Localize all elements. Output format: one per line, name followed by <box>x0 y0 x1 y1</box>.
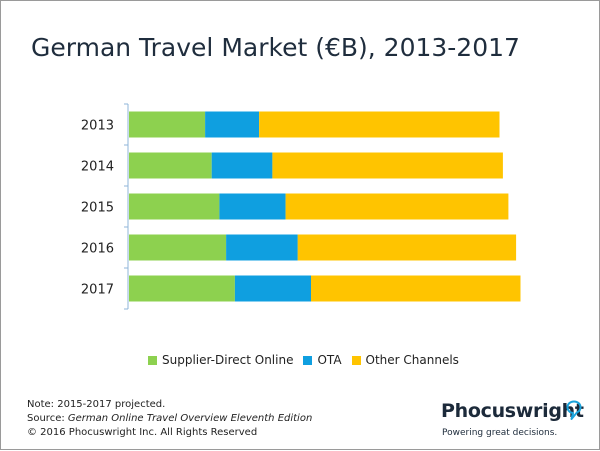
chart-title: German Travel Market (€B), 2013-2017 <box>31 33 520 62</box>
legend-item-supplier-direct: Supplier-Direct Online <box>148 353 293 367</box>
category-label-2014: 2014 <box>81 160 114 175</box>
category-label-2017: 2017 <box>81 283 114 298</box>
footer-source-title: German Online Travel Overview Eleventh E… <box>67 413 313 424</box>
bar-supplier-direct-online-2017 <box>129 275 235 302</box>
footer-copyright: © 2016 Phocuswright Inc. All Rights Rese… <box>27 427 258 438</box>
footer-notes: Note: 2015-2017 projected. Source: Germa… <box>27 398 312 440</box>
bar-other-channels-2017 <box>311 275 521 302</box>
legend-item-ota: OTA <box>303 353 342 367</box>
bar-ota-2014 <box>211 152 273 179</box>
bar-ota-2013 <box>205 111 260 138</box>
bar-ota-2016 <box>226 234 298 261</box>
footer-source: Source: German Online Travel Overview El… <box>27 412 312 426</box>
bar-supplier-direct-online-2015 <box>129 193 220 220</box>
category-label-2013: 2013 <box>81 119 114 134</box>
logo-wordmark: Phocuswright <box>441 400 584 422</box>
bar-supplier-direct-online-2013 <box>129 111 206 138</box>
bar-ota-2017 <box>234 275 311 302</box>
category-label-2015: 2015 <box>81 201 114 216</box>
bar-other-channels-2016 <box>297 234 517 261</box>
legend: Supplier-Direct Online OTA Other Channel… <box>148 352 469 368</box>
bar-other-channels-2014 <box>272 152 503 179</box>
legend-swatch-other-channels <box>351 355 361 365</box>
bar-ota-2015 <box>219 193 286 220</box>
legend-swatch-ota <box>303 355 313 365</box>
bar-supplier-direct-online-2014 <box>129 152 212 179</box>
footer-source-prefix: Source: <box>27 413 68 424</box>
bar-other-channels-2013 <box>259 111 500 138</box>
bar-other-channels-2015 <box>285 193 509 220</box>
phocuswright-logo: Phocuswright Powering great decisions. <box>441 400 591 444</box>
bar-supplier-direct-online-2016 <box>129 234 227 261</box>
legend-item-other-channels: Other Channels <box>351 353 459 367</box>
legend-swatch-supplier-direct <box>148 355 157 365</box>
legend-label-other-channels: Other Channels <box>365 353 459 367</box>
category-label-2016: 2016 <box>81 242 114 257</box>
speech-bubble-icon <box>566 400 582 420</box>
y-axis <box>124 103 129 310</box>
logo-tagline: Powering great decisions. <box>442 428 558 438</box>
footer-note: Note: 2015-2017 projected. <box>27 399 166 410</box>
legend-label-ota: OTA <box>317 353 342 367</box>
legend-label-supplier-direct: Supplier-Direct Online <box>162 353 294 367</box>
bar-series-group <box>129 111 521 302</box>
category-labels: 2013 2014 2015 2016 2017 <box>81 119 114 298</box>
